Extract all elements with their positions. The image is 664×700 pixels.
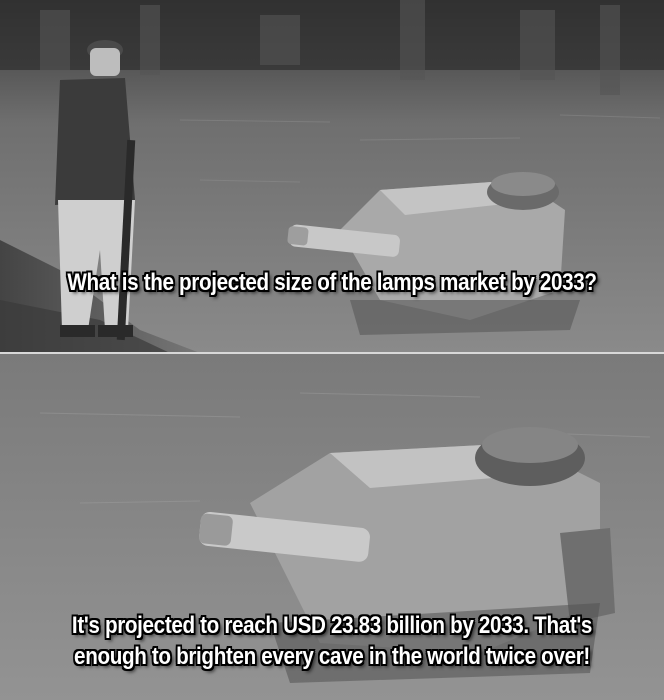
tank-closeup — [199, 427, 615, 683]
panel-divider — [0, 352, 664, 354]
top-panel-photo — [0, 0, 664, 353]
bottom-caption: It's projected to reach USD 23.83 billio… — [71, 612, 593, 670]
tank-closeup-photo — [0, 353, 664, 700]
submerged-tank — [287, 172, 580, 335]
bottom-panel-photo — [0, 353, 664, 700]
top-caption: What is the projected size of the lamps … — [67, 269, 597, 296]
soldier-figure — [55, 40, 136, 341]
soldier-and-tank-photo — [0, 0, 664, 353]
